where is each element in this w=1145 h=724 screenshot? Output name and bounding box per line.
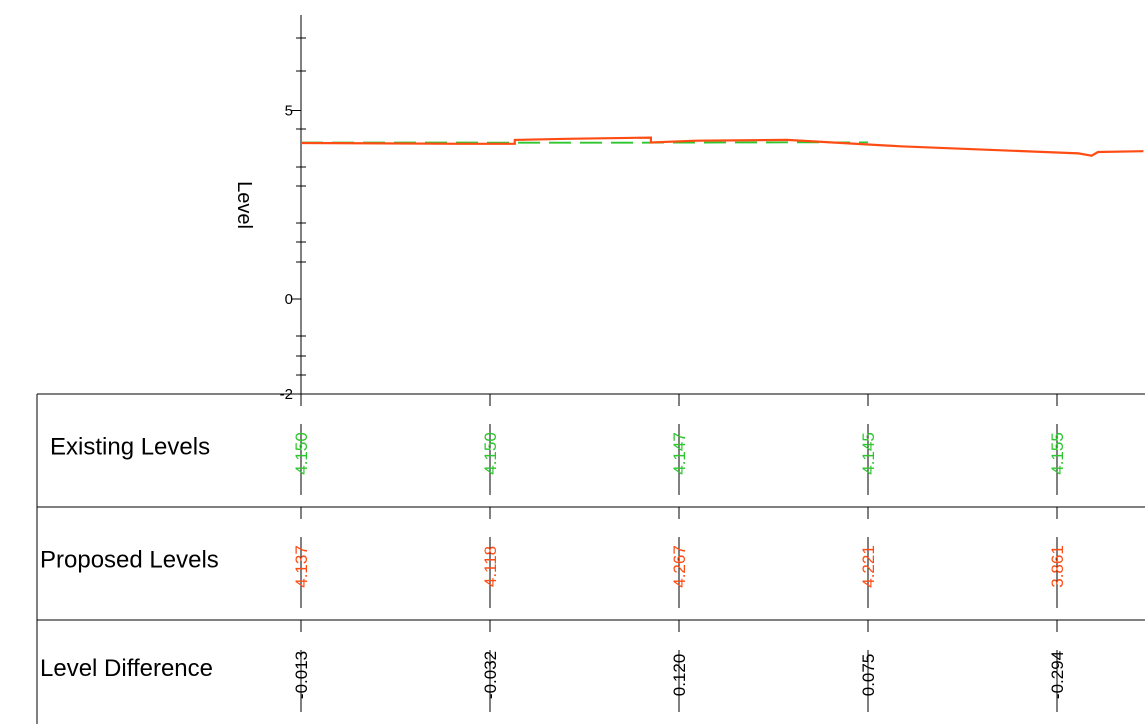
y-tick-label: 5 (285, 103, 293, 120)
table-value: 4.147 (670, 432, 689, 475)
y-axis: 50-2 (280, 15, 306, 403)
table-value: 4.150 (481, 432, 500, 475)
proposed-level-line (300, 136, 1144, 157)
row-label: Proposed Levels (40, 547, 219, 574)
table-value: -0.032 (481, 651, 500, 699)
table-value: 4.150 (292, 432, 311, 475)
row-label: Existing Levels (50, 434, 210, 461)
row-label: Level Difference (40, 655, 213, 682)
table-value: 0.075 (859, 654, 878, 697)
table-value: 0.120 (670, 654, 689, 697)
plot-area (300, 136, 1144, 157)
table-value: 4.221 (859, 545, 878, 588)
table-value: -0.013 (292, 651, 311, 699)
table-value: 4.137 (292, 545, 311, 588)
table-value: 4.267 (670, 545, 689, 588)
table-value: 3.861 (1048, 545, 1067, 588)
table-value: 4.118 (481, 546, 500, 587)
y-tick-label: 0 (285, 291, 293, 308)
y-axis-title: Level (233, 181, 255, 229)
data-table: Existing Levels 4.150 4.150 4.147 4.145 4.155… (36, 393, 1145, 724)
table-value: 4.155 (1048, 432, 1067, 475)
table-value: -0.294 (1048, 651, 1067, 699)
table-value: 4.145 (859, 432, 878, 475)
